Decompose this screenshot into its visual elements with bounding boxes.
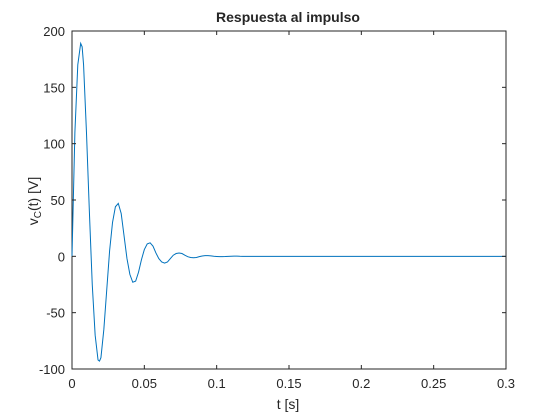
y-tick-label: 0 [58, 249, 65, 264]
y-axis: -100 -50 0 50 100 150 200 [39, 24, 506, 377]
x-axis-label: t [s] [277, 396, 300, 412]
x-tick-label: 0.05 [132, 376, 157, 391]
y-axis-label-main: v [25, 218, 41, 225]
y-tick-label: 50 [51, 193, 65, 208]
x-tick-label: 0.15 [276, 376, 301, 391]
plot-area [71, 30, 507, 370]
y-tick-label: 200 [43, 24, 65, 39]
y-tick-label: -100 [39, 362, 65, 377]
x-tick-label: 0.3 [497, 376, 515, 391]
y-axis-label-rest: (t) [V] [25, 177, 41, 211]
y-axis-label-sub: C [33, 211, 44, 218]
series-line [71, 41, 506, 362]
plot-frame [71, 30, 507, 370]
y-tick-label: 150 [43, 80, 65, 95]
chart-title: Respuesta al impulso [216, 9, 360, 25]
y-axis-label: vC(t) [V] [25, 177, 44, 225]
x-tick-label: 0.2 [352, 376, 370, 391]
x-tick-label: 0 [68, 376, 75, 391]
y-tick-label: -50 [46, 306, 65, 321]
x-tick-label: 0.1 [208, 376, 226, 391]
y-tick-label: 100 [43, 137, 65, 152]
x-tick-label: 0.25 [421, 376, 446, 391]
x-axis: 0 0.05 0.1 0.15 0.2 0.25 0.3 [68, 31, 515, 391]
